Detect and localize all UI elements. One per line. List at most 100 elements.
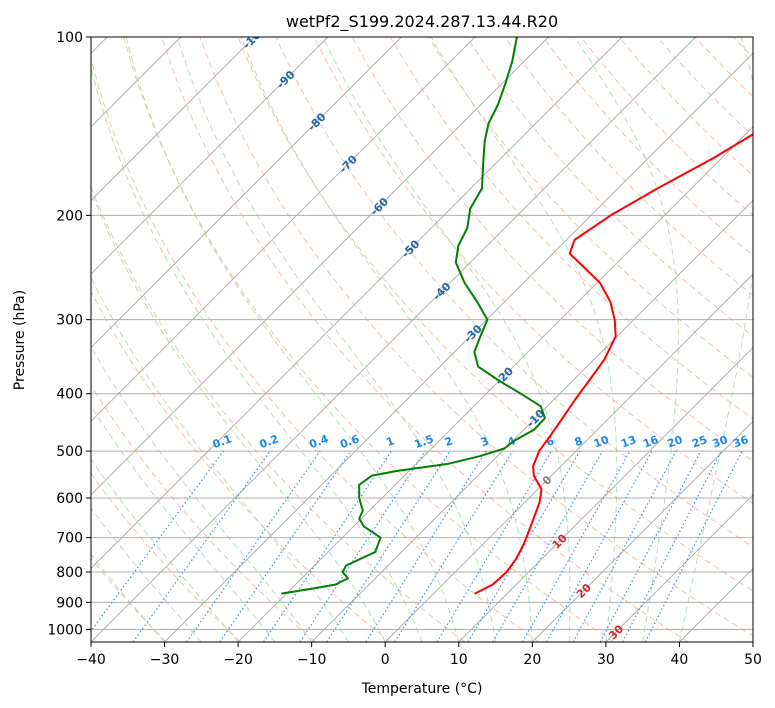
moist-adiabat bbox=[430, 37, 618, 642]
mixing-ratio-line bbox=[91, 450, 224, 632]
y-tick-label: 500 bbox=[56, 444, 83, 460]
isotherm-line bbox=[311, 199, 753, 642]
isotherm-line bbox=[679, 567, 753, 642]
x-tick-label: 30 bbox=[597, 652, 615, 668]
x-tick-label: 40 bbox=[671, 652, 689, 668]
moist-adiabat bbox=[240, 37, 533, 642]
mixing-ratio-label: 0.4 bbox=[308, 432, 331, 451]
x-tick-label: 10 bbox=[450, 652, 468, 668]
mixing-ratio-label: 1.5 bbox=[413, 432, 436, 451]
mixing-ratio-label: 0.1 bbox=[211, 432, 234, 451]
chart-title: wetPf2_S199.2024.287.13.44.R20 bbox=[286, 12, 558, 32]
y-tick-label: 100 bbox=[56, 30, 83, 46]
moist-adiabat bbox=[91, 189, 386, 642]
dry-adiabat bbox=[313, 37, 753, 505]
dry-adiabat bbox=[542, 37, 753, 256]
mixing-ratio-line bbox=[622, 450, 722, 642]
series-line-1 bbox=[474, 133, 753, 595]
mixing-ratio-label: 1 bbox=[384, 434, 396, 449]
isotherm-line bbox=[91, 37, 696, 642]
mixing-ratio-label: 6 bbox=[544, 434, 556, 449]
mixing-ratio-label: 0.6 bbox=[338, 432, 361, 451]
isotherm-line bbox=[91, 37, 549, 496]
dry-adiabat bbox=[389, 37, 753, 420]
mixing-ratio-line bbox=[326, 450, 451, 642]
mixing-ratio-line bbox=[436, 450, 552, 642]
isotherm-line bbox=[458, 346, 753, 642]
isotherm-line bbox=[91, 37, 255, 202]
dry-adiabat bbox=[91, 185, 465, 642]
mixing-ratio-label: 0.2 bbox=[258, 432, 281, 451]
dry-adiabat bbox=[91, 290, 391, 642]
y-tick-label: 800 bbox=[56, 565, 83, 581]
dry-adiabat bbox=[428, 37, 753, 378]
moist-adiabat bbox=[91, 458, 239, 642]
dry-adiabat bbox=[694, 37, 753, 98]
dry-adiabat bbox=[771, 37, 775, 642]
x-tick-label: 50 bbox=[744, 652, 762, 668]
dry-adiabat bbox=[466, 37, 753, 337]
mixing-ratio-label: 16 bbox=[641, 433, 660, 451]
x-tick-label: −10 bbox=[297, 652, 327, 668]
dry-adiabat bbox=[161, 37, 689, 642]
mixing-ratio-line bbox=[186, 450, 321, 642]
mixing-ratio-line bbox=[572, 450, 677, 642]
mixing-ratio-label: 13 bbox=[619, 433, 638, 450]
x-tick-label: −20 bbox=[223, 652, 253, 668]
mixing-ratio-label: 20 bbox=[666, 433, 685, 451]
mixing-ratio-line bbox=[521, 450, 631, 642]
moist-adiabat bbox=[176, 37, 497, 642]
dry-adiabat bbox=[91, 384, 316, 642]
mixing-ratio-label: 2 bbox=[443, 434, 455, 449]
x-tick-label: −30 bbox=[150, 652, 180, 668]
mixing-ratio-label: 3 bbox=[479, 434, 491, 449]
dry-adiabat bbox=[656, 37, 753, 137]
mixing-ratio-line bbox=[546, 450, 653, 642]
y-tick-label: 600 bbox=[56, 491, 83, 507]
dry-adiabat bbox=[351, 37, 753, 462]
y-ticks: 100 200 300 400 500 600 700 800 900 1000 bbox=[47, 30, 91, 638]
isotherm-line bbox=[531, 420, 753, 642]
x-tick-label: 0 bbox=[381, 652, 390, 668]
dry-adiabat bbox=[732, 37, 753, 59]
x-axis-title: Temperature (°C) bbox=[361, 681, 483, 697]
mixing-ratio-label: 36 bbox=[731, 433, 750, 451]
moist-adiabat bbox=[91, 405, 276, 642]
x-tick-label: 20 bbox=[523, 652, 541, 668]
mixing-ratio-label: 30 bbox=[711, 433, 730, 451]
mixing-ratio-label: 8 bbox=[573, 434, 585, 449]
mixing-ratio-line bbox=[219, 450, 352, 642]
y-tick-label: 400 bbox=[56, 387, 83, 403]
mixing-ratio-line bbox=[365, 450, 487, 642]
background-lines bbox=[91, 37, 775, 642]
isotherm-line bbox=[91, 37, 476, 422]
series-line-2 bbox=[281, 37, 546, 595]
isotherm-label: 40 bbox=[644, 658, 664, 678]
isotherm-line bbox=[91, 37, 329, 275]
isotherm-line bbox=[91, 37, 623, 570]
series-layer bbox=[281, 37, 753, 595]
x-ticks: −40 −30 −20 −10 0 10 20 30 40 50 bbox=[76, 642, 762, 668]
y-axis-title: Pressure (hPa) bbox=[12, 290, 28, 390]
isotherm-line bbox=[605, 494, 753, 642]
mixing-ratio-label: 10 bbox=[592, 433, 611, 451]
dry-adiabat bbox=[91, 56, 540, 642]
mixing-ratio-line bbox=[394, 450, 514, 642]
y-tick-label: 300 bbox=[56, 313, 83, 329]
mixing-ratio-line bbox=[644, 450, 743, 642]
mixing-ratio-line bbox=[599, 450, 702, 642]
y-tick-label: 900 bbox=[56, 595, 83, 611]
dry-adiabat bbox=[123, 37, 614, 642]
dry-adiabat bbox=[91, 472, 242, 642]
dry-adiabat bbox=[504, 37, 753, 297]
y-tick-label: 200 bbox=[56, 208, 83, 224]
isotherm-line bbox=[164, 52, 753, 642]
y-tick-label: 700 bbox=[56, 531, 83, 547]
mixing-ratio-line bbox=[492, 450, 604, 642]
isotherm-line bbox=[237, 126, 753, 642]
y-tick-label: 1000 bbox=[47, 622, 83, 638]
mixing-ratio-labels: 0.1 0.2 0.4 0.6 1 1.5 2 3 4 6 8 10 13 16 20 25 30 36 bbox=[211, 432, 751, 451]
moist-adiabat bbox=[91, 65, 423, 642]
